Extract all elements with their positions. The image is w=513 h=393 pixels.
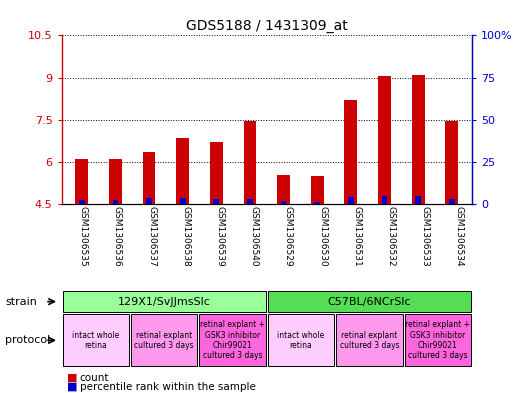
Bar [112,200,119,204]
Bar [213,199,219,204]
Bar [314,202,320,204]
Text: retinal explant +
GSK3 inhibitor
Chir99021
cultured 3 days: retinal explant + GSK3 inhibitor Chir990… [200,320,265,360]
Bar [415,196,421,204]
Bar [311,176,324,204]
Bar [180,198,186,204]
Text: GSM1306537: GSM1306537 [147,206,156,267]
Bar [277,175,290,204]
Bar [176,138,189,204]
Text: GSM1306540: GSM1306540 [250,206,259,267]
Bar [146,198,152,204]
Bar [412,75,425,204]
Text: retinal explant
cultured 3 days: retinal explant cultured 3 days [134,331,194,350]
Bar [348,197,354,204]
Text: GSM1306530: GSM1306530 [318,206,327,267]
Text: GSM1306536: GSM1306536 [113,206,122,267]
Text: retinal explant +
GSK3 inhibitor
Chir99021
cultured 3 days: retinal explant + GSK3 inhibitor Chir990… [405,320,470,360]
Text: GSM1306531: GSM1306531 [352,206,361,267]
Text: ■: ■ [67,373,77,383]
Bar [445,121,458,204]
Bar [378,76,391,204]
Text: intact whole
retina: intact whole retina [72,331,120,350]
Title: GDS5188 / 1431309_at: GDS5188 / 1431309_at [186,19,348,33]
Text: GSM1306534: GSM1306534 [455,206,464,267]
Bar [382,196,387,204]
Bar [143,152,155,204]
Text: retinal explant
cultured 3 days: retinal explant cultured 3 days [340,331,399,350]
Text: C57BL/6NCrSlc: C57BL/6NCrSlc [327,297,411,307]
Text: ■: ■ [67,382,77,392]
Text: GSM1306532: GSM1306532 [386,206,396,267]
Text: protocol: protocol [5,335,50,345]
Text: GSM1306539: GSM1306539 [215,206,225,267]
Text: percentile rank within the sample: percentile rank within the sample [80,382,255,392]
Bar [449,199,455,204]
Bar [244,121,256,204]
Text: count: count [80,373,109,383]
Text: GSM1306535: GSM1306535 [78,206,88,267]
Text: GSM1306538: GSM1306538 [181,206,190,267]
Text: GSM1306533: GSM1306533 [421,206,430,267]
Bar [281,201,286,204]
Bar [344,100,357,204]
Bar [247,199,253,204]
Bar [210,142,223,204]
Text: GSM1306529: GSM1306529 [284,206,293,267]
Text: 129X1/SvJJmsSlc: 129X1/SvJJmsSlc [117,297,211,307]
Bar [75,159,88,204]
Text: strain: strain [5,297,37,307]
Bar [79,200,85,204]
Text: intact whole
retina: intact whole retina [278,331,325,350]
Bar [109,159,122,204]
